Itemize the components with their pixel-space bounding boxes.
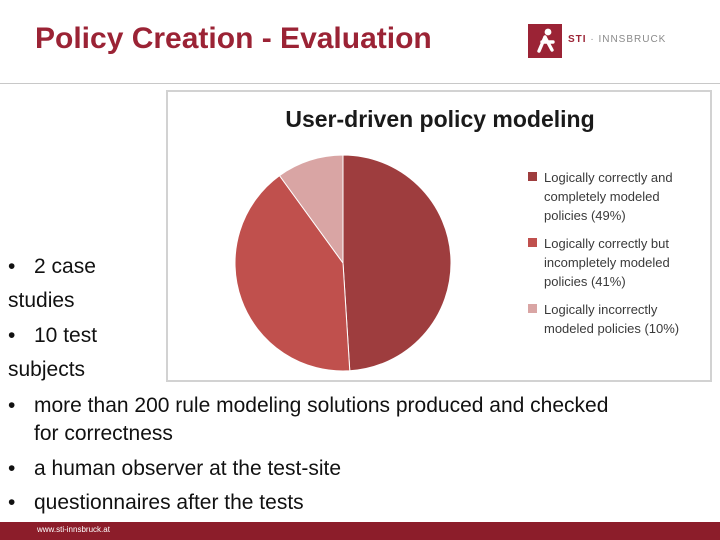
bullet-marker: • — [8, 491, 16, 514]
bullet-text: for correctness — [34, 422, 173, 445]
bullet-text: studies — [8, 289, 75, 312]
legend-swatch — [528, 172, 537, 181]
pie-slice — [278, 154, 344, 265]
footer-url: www.sti-innsbruck.at — [37, 525, 110, 534]
legend-label: Logically correctly but incompletely mod… — [544, 236, 670, 289]
legend-label: Logically correctly and completely model… — [544, 170, 673, 223]
legend-item: Logically correctly but incompletely mod… — [528, 234, 706, 291]
pie-chart — [234, 154, 452, 372]
sti-innsbruck-logo: STI · INNSBRUCK — [528, 24, 678, 58]
pie-slice — [342, 154, 452, 372]
legend-swatch — [528, 238, 537, 247]
bullet-text: more than 200 rule modeling solutions pr… — [34, 394, 609, 417]
footer-bar: www.sti-innsbruck.at — [0, 522, 720, 540]
bullet-marker: • — [8, 255, 16, 278]
legend-label: Logically incorrectly modeled policies (… — [544, 302, 680, 336]
bullet-text: 10 test — [34, 324, 98, 347]
bullet-marker: • — [8, 394, 16, 417]
legend-item: Logically incorrectly modeled policies (… — [528, 300, 706, 338]
pie-chart-frame: User-driven policy modeling Logically co… — [166, 90, 712, 382]
bullet-marker: • — [8, 457, 16, 480]
title-divider — [0, 83, 720, 84]
bullet-text: 2 case — [34, 255, 96, 278]
logo-wordmark: STI · INNSBRUCK — [568, 34, 667, 45]
legend-item: Logically correctly and completely model… — [528, 168, 706, 225]
pie-slice — [234, 174, 351, 372]
chart-title: User-driven policy modeling — [285, 106, 595, 132]
bullet-text: questionnaires after the tests — [34, 491, 304, 514]
slide-title: Policy Creation - Evaluation — [35, 22, 432, 55]
bullet-text: a human observer at the test-site — [34, 457, 341, 480]
bullet-text: subjects — [8, 358, 86, 381]
bullet-marker: • — [8, 324, 16, 347]
legend-swatch — [528, 304, 537, 313]
sti-figure-icon — [528, 24, 562, 58]
chart-legend: Logically correctly and completely model… — [528, 168, 706, 347]
